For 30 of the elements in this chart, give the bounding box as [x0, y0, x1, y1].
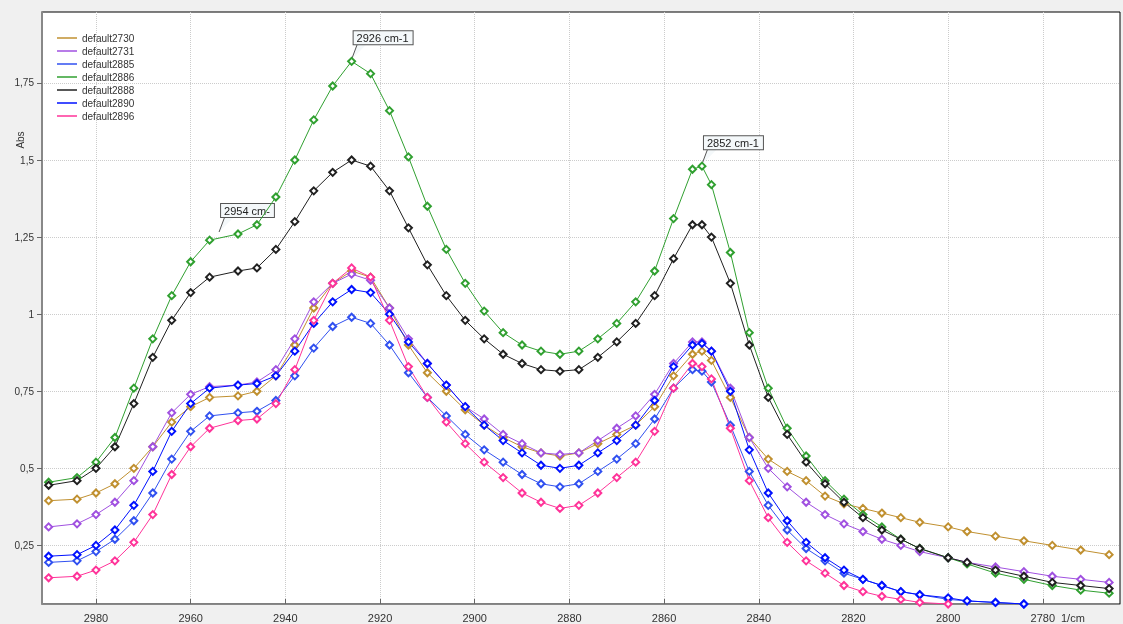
y-tick-label: 1,5 [20, 154, 35, 166]
legend-label: default2896 [82, 110, 135, 122]
legend-label: default2885 [82, 58, 135, 70]
y-tick-label: 1 [28, 308, 35, 320]
x-tick-label: 2820 [841, 611, 866, 624]
x-tick-label: 2860 [651, 611, 677, 624]
annotation: 2954 cm- [224, 204, 271, 217]
x-tick-label: 2920 [367, 611, 393, 624]
x-tick-label: 2960 [178, 611, 203, 624]
annotation: 2852 cm-1 [706, 136, 759, 149]
x-axis-title: 1/cm [1060, 611, 1085, 624]
legend-label: default2888 [82, 84, 135, 96]
y-tick-label: 1,75 [14, 77, 35, 89]
y-tick-label: 1,25 [14, 231, 35, 243]
annotation: 2926 cm-1 [356, 31, 409, 44]
x-tick-label: 2780 [1030, 611, 1056, 624]
legend-label: default2730 [82, 32, 135, 44]
x-tick-label: 2840 [746, 611, 772, 624]
legend-label: default2886 [82, 71, 135, 83]
y-tick-label: 0,75 [14, 385, 35, 397]
x-tick-label: 2940 [273, 611, 298, 624]
y-axis-title: Abs [14, 131, 26, 149]
x-tick-label: 2980 [83, 611, 109, 624]
x-tick-label: 2880 [557, 611, 582, 624]
y-tick-label: 0,25 [14, 539, 35, 551]
y-tick-label: 0,5 [20, 462, 35, 474]
x-tick-label: 2800 [935, 611, 961, 624]
legend-label: default2731 [82, 45, 135, 57]
x-tick-label: 2900 [462, 611, 487, 624]
legend-label: default2890 [82, 97, 135, 109]
